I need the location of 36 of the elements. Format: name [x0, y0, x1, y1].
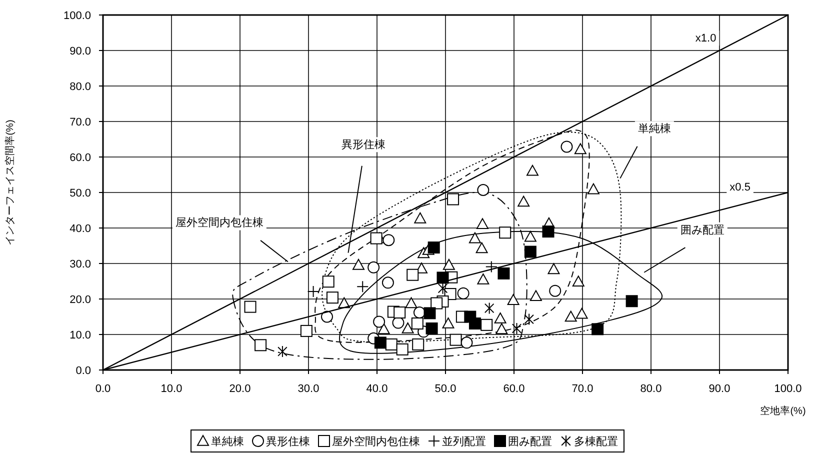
x-tick-label: 60.0	[503, 383, 525, 395]
y-tick-label: 50.0	[70, 188, 91, 200]
y-tick-label: 10.0	[70, 330, 91, 342]
y-tick-label: 30.0	[70, 258, 91, 270]
annotation: 異形住棟	[341, 138, 386, 152]
y-axis-title: インターフェイス空間率(%)	[4, 120, 16, 246]
x-tick-label: 100.0	[774, 383, 802, 395]
annotation: 屋外空間内包住棟	[175, 216, 264, 230]
y-tick-label: 70.0	[70, 116, 91, 128]
legend-label: 屋外空間内包住棟	[332, 435, 420, 448]
legend-label: 異形住棟	[266, 435, 310, 448]
x-axis-title: 空地率(%)	[760, 405, 806, 417]
y-tick-label: 40.0	[70, 223, 91, 235]
y-tick-label: 0.0	[76, 365, 91, 377]
x-tick-label: 0.0	[95, 383, 111, 395]
x-tick-label: 80.0	[640, 383, 662, 395]
x-tick-label: 10.0	[160, 383, 182, 395]
annotation: 単純棟	[638, 122, 671, 136]
x-tick-label: 70.0	[572, 383, 594, 395]
x-tick-label: 50.0	[434, 383, 456, 395]
legend-label: 囲み配置	[508, 436, 552, 448]
y-tick-label: 80.0	[70, 81, 91, 93]
x-tick-label: 20.0	[229, 383, 251, 395]
y-tick-label: 90.0	[70, 46, 91, 58]
y-tick-label: 20.0	[70, 294, 91, 306]
x-tick-label: 40.0	[366, 383, 388, 395]
annotation: x1.0	[695, 32, 716, 45]
y-tick-label: 60.0	[70, 152, 91, 164]
y-tick-label: 100.0	[63, 10, 91, 22]
legend-label: 並列配置	[442, 436, 486, 448]
x-tick-label: 30.0	[298, 383, 320, 395]
legend-label: 多棟配置	[574, 435, 618, 448]
annotation: x0.5	[730, 182, 750, 194]
annotation: 囲み配置	[680, 224, 724, 236]
x-tick-label: 90.0	[708, 383, 730, 395]
legend-label: 単純棟	[211, 435, 244, 448]
